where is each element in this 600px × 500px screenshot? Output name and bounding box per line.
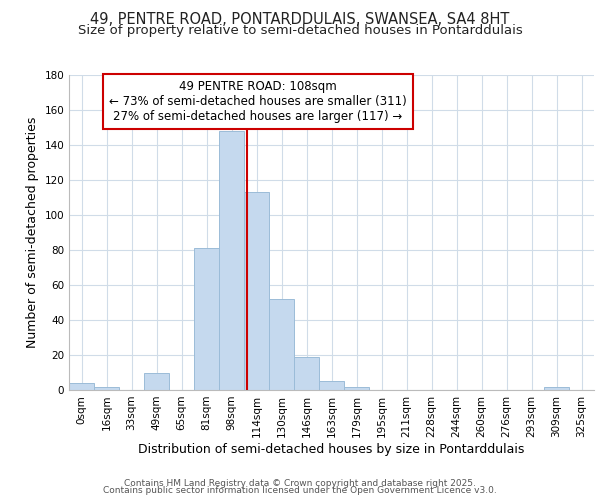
Bar — [94, 386, 119, 390]
Bar — [319, 381, 344, 390]
Text: Size of property relative to semi-detached houses in Pontarddulais: Size of property relative to semi-detach… — [77, 24, 523, 37]
Text: 49 PENTRE ROAD: 108sqm
← 73% of semi-detached houses are smaller (311)
27% of se: 49 PENTRE ROAD: 108sqm ← 73% of semi-det… — [109, 80, 407, 122]
Bar — [219, 131, 244, 390]
Y-axis label: Number of semi-detached properties: Number of semi-detached properties — [26, 117, 39, 348]
Text: Contains public sector information licensed under the Open Government Licence v3: Contains public sector information licen… — [103, 486, 497, 495]
Text: 49, PENTRE ROAD, PONTARDDULAIS, SWANSEA, SA4 8HT: 49, PENTRE ROAD, PONTARDDULAIS, SWANSEA,… — [91, 12, 509, 28]
Bar — [144, 372, 169, 390]
Bar — [294, 357, 319, 390]
Bar — [544, 386, 569, 390]
X-axis label: Distribution of semi-detached houses by size in Pontarddulais: Distribution of semi-detached houses by … — [139, 442, 524, 456]
Text: Contains HM Land Registry data © Crown copyright and database right 2025.: Contains HM Land Registry data © Crown c… — [124, 478, 476, 488]
Bar — [244, 192, 269, 390]
Bar — [69, 383, 94, 390]
Bar — [194, 248, 219, 390]
Bar — [344, 386, 369, 390]
Bar — [269, 299, 294, 390]
